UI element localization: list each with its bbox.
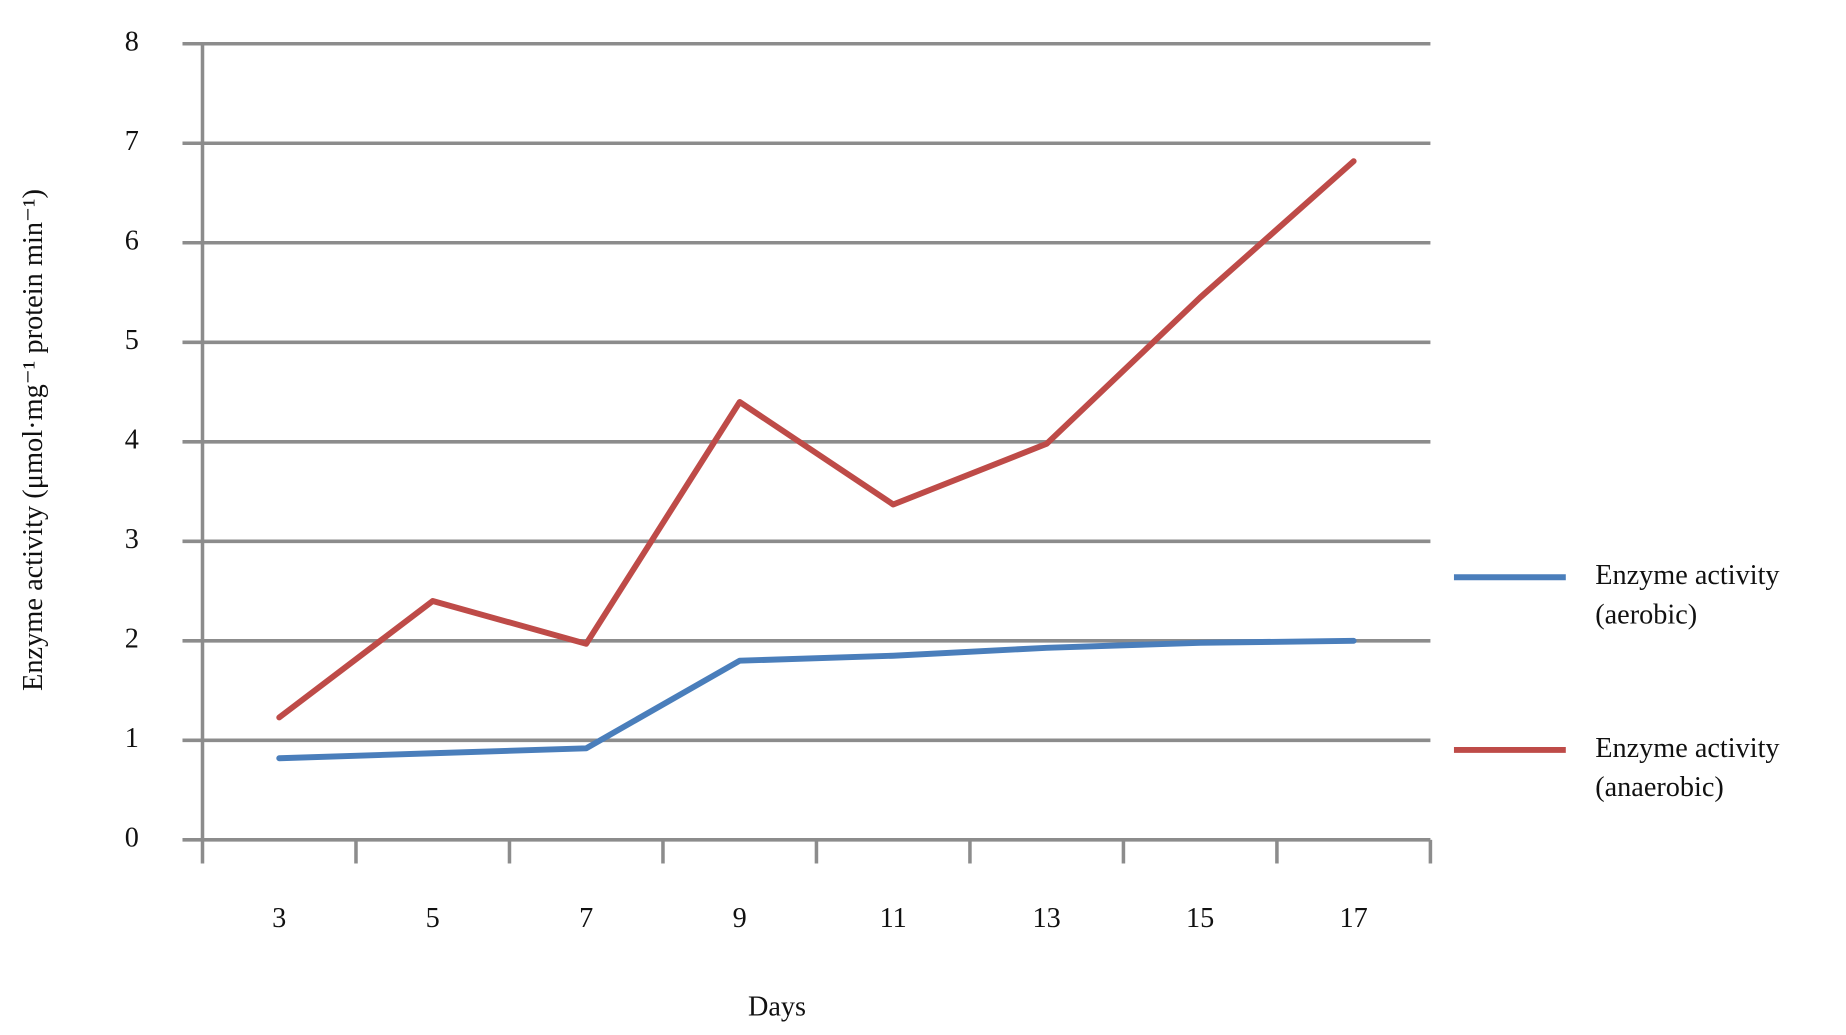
y-tick-label: 3	[125, 524, 139, 555]
x-tick-label: 11	[880, 903, 907, 934]
legend-label-line: Enzyme activity	[1595, 560, 1780, 591]
y-tick-label: 7	[125, 126, 139, 157]
y-tick-label: 6	[125, 225, 139, 256]
legend-label-line: (anaerobic)	[1595, 771, 1724, 802]
y-tick-label: 4	[125, 424, 139, 455]
legend-label: Enzyme activity (anaerobic)	[1595, 732, 1780, 802]
x-tick-label: 3	[272, 903, 286, 934]
legend-label-line: (aerobic)	[1595, 599, 1697, 630]
x-axis-label: Days	[748, 991, 806, 1022]
legend-label: Enzyme activity (aerobic)	[1595, 560, 1780, 630]
y-tick-label: 2	[125, 623, 139, 654]
y-tick-label: 0	[125, 822, 139, 853]
x-tick-label: 13	[1033, 903, 1061, 934]
x-tick-label: 5	[426, 903, 440, 934]
x-tick-label: 7	[579, 903, 593, 934]
y-tick-label: 5	[125, 325, 139, 356]
y-axis-label: Enzyme activity (μmol·mg⁻¹ protein min⁻¹…	[18, 189, 49, 691]
y-tick-label: 1	[125, 723, 139, 754]
y-tick-label: 8	[125, 26, 139, 57]
legend-label-line: Enzyme activity	[1595, 732, 1780, 763]
data-line	[276, 158, 1357, 721]
x-tick-label: 9	[733, 903, 747, 934]
x-tick-label: 15	[1186, 903, 1214, 934]
x-tick-label: 17	[1340, 903, 1368, 934]
data-line	[276, 637, 1357, 762]
